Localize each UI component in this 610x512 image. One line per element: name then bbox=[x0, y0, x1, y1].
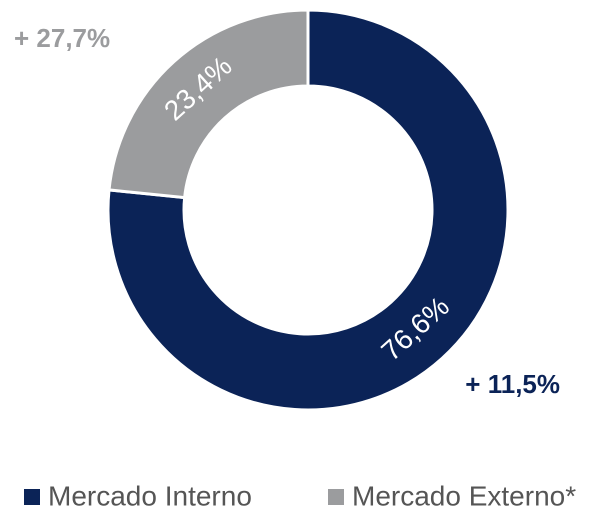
legend-swatch bbox=[24, 489, 40, 505]
annotation: + 11,5% bbox=[465, 369, 560, 399]
legend-label: Mercado Externo* bbox=[352, 480, 576, 511]
donut-slice bbox=[106, 8, 510, 412]
legend-label: Mercado Interno bbox=[48, 480, 252, 511]
donut-slice bbox=[107, 8, 310, 200]
legend-swatch bbox=[328, 489, 344, 505]
annotation: + 27,7% bbox=[14, 23, 110, 53]
